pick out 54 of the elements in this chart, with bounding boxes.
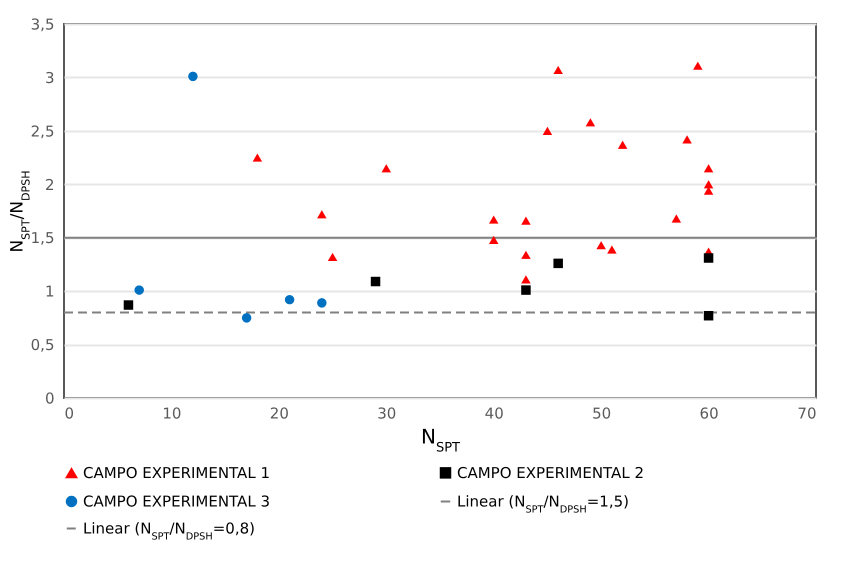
x-tick-label: 40 — [484, 404, 504, 422]
y-tick-label: 1,5 — [30, 229, 54, 248]
point — [542, 126, 552, 135]
point — [704, 164, 714, 172]
point — [134, 285, 144, 295]
legend-label: Linear (N$_{SPT}$/N$_{DPSH}$=0,8) — [83, 520, 255, 542]
point — [682, 135, 692, 144]
legend-label: CAMPO EXPERIMENTAL 1 — [83, 464, 270, 482]
point — [188, 72, 198, 82]
point — [242, 313, 252, 323]
point — [328, 252, 338, 262]
point — [704, 253, 714, 263]
point — [596, 241, 606, 250]
point — [488, 236, 498, 244]
y-tick-label: 0,5 — [30, 336, 54, 354]
point — [521, 250, 531, 259]
point — [553, 66, 563, 74]
x-tick-label: 70 — [797, 404, 816, 422]
point — [704, 186, 714, 195]
point — [521, 285, 531, 295]
point — [317, 210, 327, 218]
point — [704, 180, 714, 188]
point — [488, 215, 498, 224]
x-tick-label: 30 — [377, 404, 396, 422]
x-tick-label: 60 — [700, 404, 719, 422]
x-tick-label: 10 — [162, 404, 182, 422]
y-tick-label: 2,5 — [30, 122, 54, 140]
x-axis-title: N$_{SPT}$ — [420, 424, 460, 455]
x-tick-label: 0 — [64, 404, 74, 422]
point — [124, 300, 134, 310]
point — [693, 62, 703, 70]
x-tick-label: 20 — [270, 404, 289, 422]
y-tick-label: 1 — [44, 282, 54, 301]
legend-label: CAMPO EXPERIMENTAL 3 — [83, 492, 270, 510]
x-tick-label: 50 — [592, 404, 612, 422]
point — [317, 298, 327, 308]
point — [521, 216, 531, 225]
y-tick-label: 0 — [44, 390, 54, 408]
point — [607, 245, 617, 254]
point — [382, 164, 392, 172]
y-tick-label: 2 — [44, 176, 54, 194]
point — [521, 275, 531, 284]
y-tick-label: 3 — [44, 68, 54, 87]
point — [252, 153, 262, 162]
point — [370, 276, 380, 286]
point — [586, 118, 596, 126]
point — [553, 258, 563, 268]
point — [704, 310, 714, 320]
point — [618, 140, 628, 149]
legend-label: Linear (N$_{SPT}$/N$_{DPSH}$=1,5) — [457, 492, 629, 515]
point — [672, 214, 682, 223]
y-tick-label: 3,5 — [30, 16, 54, 34]
legend-label: CAMPO EXPERIMENTAL 2 — [457, 464, 644, 482]
point — [284, 294, 294, 304]
